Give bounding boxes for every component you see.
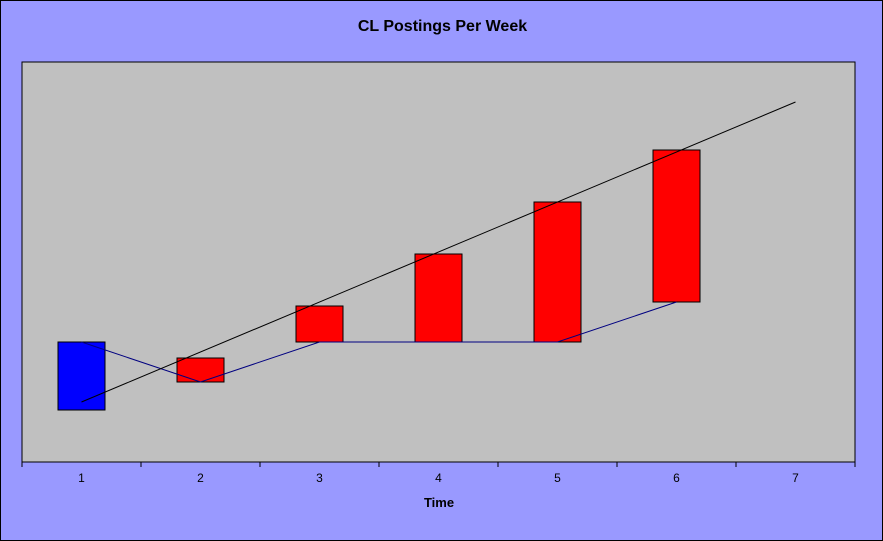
x-tick-label: 3 xyxy=(316,471,323,485)
bar-5 xyxy=(533,201,582,343)
chart-title: CL Postings Per Week xyxy=(357,18,528,35)
bar-3 xyxy=(295,305,344,343)
x-axis-label: Time xyxy=(423,495,455,510)
bar-2 xyxy=(176,357,225,383)
x-tick-label: 4 xyxy=(435,471,442,485)
x-tick-label: 6 xyxy=(673,471,680,485)
chart-marks: 1 2 3 4 5 6 7 xyxy=(21,101,856,485)
trend-line xyxy=(81,101,796,403)
x-tick-label: 7 xyxy=(792,471,799,485)
x-tick-label: 5 xyxy=(554,471,561,485)
bar-1 xyxy=(57,341,106,411)
connector-line xyxy=(81,301,677,383)
x-tick-label: 1 xyxy=(78,471,85,485)
bar-4 xyxy=(414,253,463,343)
x-tick-label: 2 xyxy=(197,471,204,485)
bar-6 xyxy=(652,149,701,303)
